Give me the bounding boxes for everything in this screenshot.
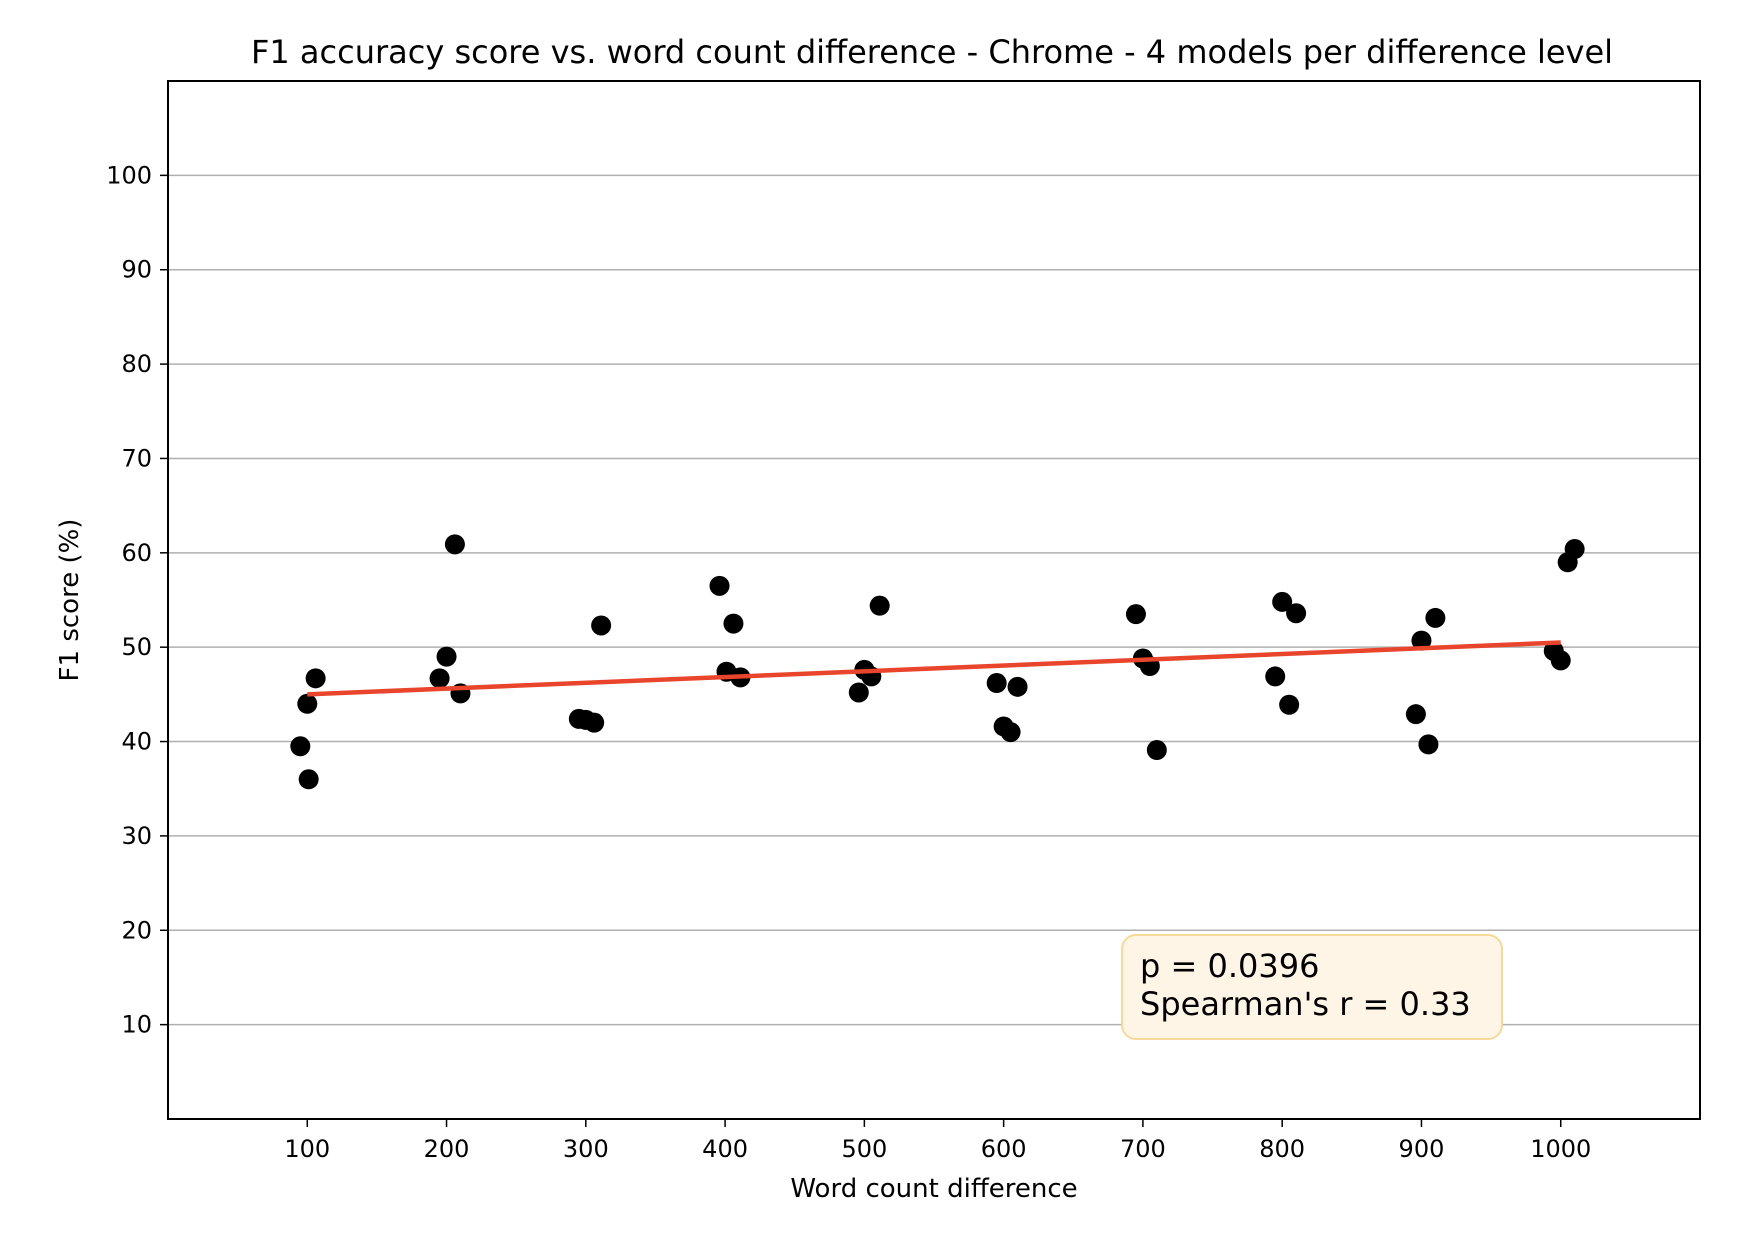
x-tick-label: 1000: [1530, 1135, 1591, 1163]
x-tick-label: 300: [563, 1135, 609, 1163]
x-tick-label: 400: [702, 1135, 748, 1163]
data-points: [290, 534, 1585, 790]
data-point-1: [297, 693, 318, 714]
y-axis-ticks: 10 20 30 40 50 60 70 80 90 100: [106, 161, 168, 1039]
data-point-28: [1265, 666, 1286, 687]
x-tick-label: 800: [1259, 1135, 1305, 1163]
y-tick-label: 80: [121, 350, 152, 378]
data-point-12: [709, 575, 730, 596]
data-point-39: [1564, 539, 1585, 560]
data-point-4: [429, 668, 450, 689]
spearman-r-text: Spearman's r = 0.33: [1140, 985, 1471, 1023]
data-point-23: [1007, 676, 1028, 697]
trend-line: [307, 640, 1561, 697]
chart-title: F1 accuracy score vs. word count differe…: [251, 33, 1613, 71]
y-axis-label: F1 score (%): [55, 519, 85, 682]
data-point-16: [848, 682, 869, 703]
x-tick-label: 900: [1399, 1135, 1445, 1163]
data-point-37: [1550, 650, 1571, 671]
x-axis-ticks: 100 200 300 400 500 600 700 800 900 1000: [284, 1119, 1591, 1163]
data-point-14: [723, 613, 744, 634]
data-point-30: [1279, 694, 1300, 715]
data-point-31: [1286, 603, 1307, 624]
y-tick-label: 30: [121, 822, 152, 850]
stats-box: [1121, 934, 1503, 1040]
p-value-text: p = 0.0396: [1140, 947, 1319, 985]
data-point-20: [986, 673, 1007, 694]
y-tick-label: 100: [106, 161, 152, 189]
data-point-10: [584, 712, 605, 733]
gridlines: [168, 174, 1700, 1026]
trend-line-group: [307, 640, 1561, 697]
data-point-5: [436, 646, 457, 667]
y-tick-label: 20: [121, 916, 152, 944]
y-tick-label: 10: [121, 1011, 152, 1039]
data-point-24: [1125, 604, 1146, 625]
data-point-29: [1272, 591, 1293, 612]
data-point-35: [1425, 607, 1446, 628]
data-point-33: [1411, 630, 1432, 651]
data-point-0: [290, 736, 311, 757]
y-tick-label: 90: [121, 256, 152, 284]
x-tick-label: 500: [841, 1135, 887, 1163]
x-tick-label: 700: [1120, 1135, 1166, 1163]
data-point-2: [298, 769, 319, 790]
data-point-19: [869, 595, 890, 616]
data-point-27: [1146, 740, 1167, 761]
y-tick-label: 40: [121, 728, 152, 756]
data-point-6: [444, 534, 465, 555]
x-tick-label: 200: [424, 1135, 470, 1163]
data-point-34: [1418, 734, 1439, 755]
y-tick-label: 50: [121, 633, 152, 661]
data-point-11: [591, 615, 612, 636]
data-point-3: [305, 668, 326, 689]
x-tick-label: 600: [981, 1135, 1027, 1163]
plot-frame: [167, 80, 1701, 1120]
y-tick-label: 70: [121, 444, 152, 472]
data-point-32: [1405, 704, 1426, 725]
y-tick-label: 60: [121, 539, 152, 567]
x-tick-label: 100: [284, 1135, 330, 1163]
x-axis-label: Word count difference: [790, 1174, 1077, 1204]
data-point-22: [1000, 722, 1021, 743]
